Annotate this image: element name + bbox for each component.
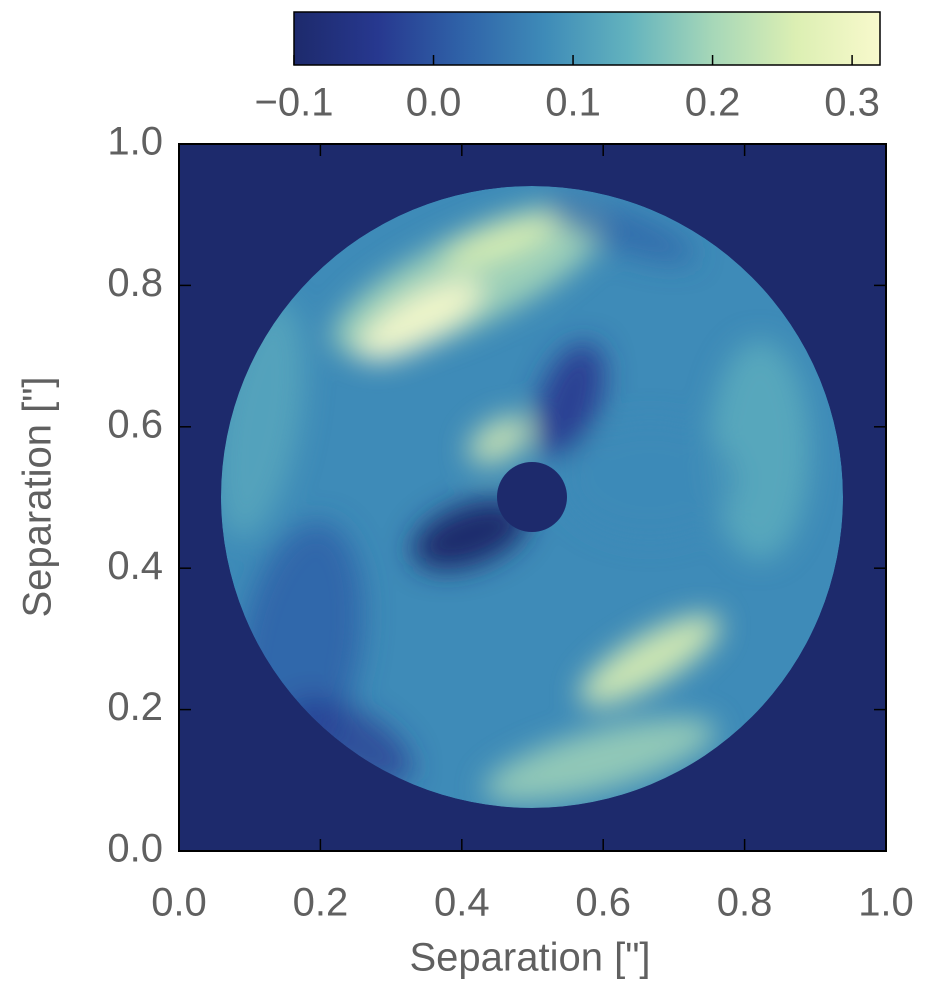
y-tick-label: 0.2 (107, 685, 163, 729)
blob (579, 614, 721, 706)
plot-frame (178, 143, 887, 852)
x-tick-label: 0.4 (434, 881, 490, 925)
central-mask (497, 462, 567, 532)
y-tick-label: 0.8 (107, 261, 163, 305)
x-tick-label: 0.8 (717, 881, 773, 925)
blob (443, 213, 557, 267)
image (179, 144, 886, 851)
y-tick-label: 0.6 (107, 402, 163, 446)
colorbar-tick-label: 0.0 (406, 81, 462, 125)
colorbar (293, 11, 881, 66)
colorbar-tick-label: 0.1 (545, 81, 601, 125)
blob (710, 340, 810, 560)
blob (483, 717, 717, 803)
y-tick-label: 1.0 (107, 120, 163, 164)
x-tick-label: 1.0 (858, 881, 914, 925)
blob (544, 196, 696, 264)
x-axis-label: Separation ["] (409, 936, 650, 980)
blob (287, 696, 413, 784)
colorbar-tick-label: −0.1 (255, 81, 334, 125)
blob (412, 500, 528, 570)
x-tick-label: 0.0 (151, 881, 207, 925)
y-axis-label: Separation ["] (16, 376, 60, 617)
y-tick-label: 0.0 (107, 827, 163, 871)
x-tick-label: 0.6 (575, 881, 631, 925)
blob (535, 342, 605, 458)
disk-structure (221, 196, 810, 803)
blob (468, 415, 532, 465)
x-tick-label: 0.2 (293, 881, 349, 925)
blob (560, 420, 740, 540)
blob (358, 278, 482, 362)
y-tick-label: 0.4 (107, 544, 163, 588)
colorbar-tick-label: 0.2 (685, 81, 741, 125)
colorbar-tick-label: 0.3 (824, 81, 880, 125)
